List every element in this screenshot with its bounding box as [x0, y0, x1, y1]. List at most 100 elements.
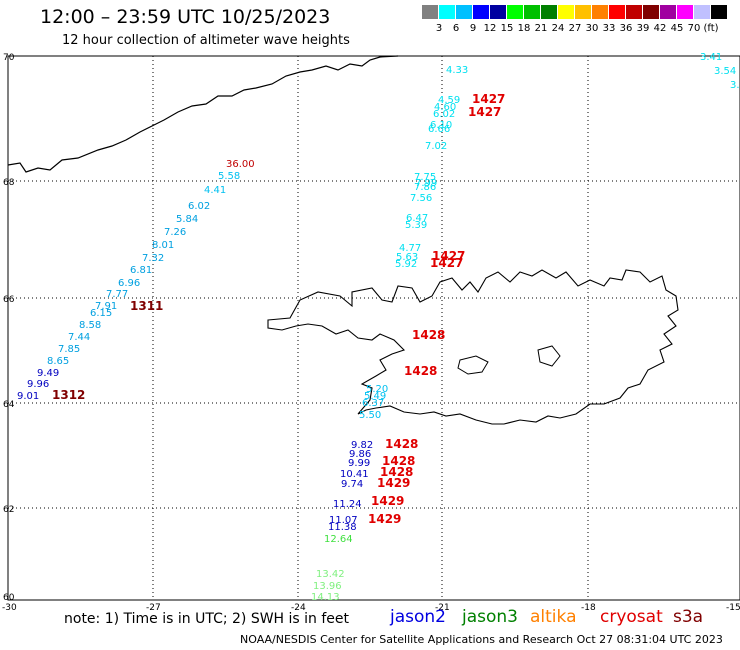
wave-height-value: 6.37 — [362, 398, 384, 409]
scale-swatch — [711, 5, 727, 19]
scale-swatch — [694, 5, 710, 19]
track-time-label: 1427 — [472, 92, 505, 106]
scale-swatch — [660, 5, 676, 19]
wave-height-value: 13.96 — [313, 581, 342, 592]
scale-label: 9 — [469, 23, 477, 34]
wave-height-value: 4.59 — [438, 95, 460, 106]
legend-s3a: s3a — [673, 607, 704, 627]
track-time-label: 1311 — [130, 299, 163, 313]
wave-height-value: 6.15 — [90, 308, 112, 319]
wave-height-value: 9.49 — [37, 368, 59, 379]
map-frame — [7, 55, 740, 601]
wave-height-value: 11.07 — [329, 515, 358, 526]
scale-swatch — [643, 5, 659, 19]
legend-jason3: jason3 — [462, 607, 518, 627]
wave-height-value: 14.13 — [311, 592, 340, 603]
wave-height-value: 36.00 — [226, 159, 255, 170]
wave-height-value: 3.54 — [714, 66, 736, 77]
lon-label: -24 — [291, 603, 306, 613]
track-time-label: 1312 — [52, 388, 85, 402]
scale-swatch — [575, 5, 591, 19]
scale-swatch — [541, 5, 557, 19]
wave-height-value: 6.66 — [428, 124, 450, 135]
wave-height-value: 7.02 — [425, 141, 447, 152]
wave-height-value: 4.77 — [399, 243, 421, 254]
iceland-coastline — [267, 269, 679, 425]
wave-height-value: 7.56 — [410, 193, 432, 204]
scale-label: 33 — [602, 23, 616, 34]
greenland-coastline — [7, 55, 399, 173]
lon-label: -27 — [146, 603, 161, 613]
scale-swatch — [592, 5, 608, 19]
scale-swatch — [422, 5, 438, 19]
scale-swatch — [439, 5, 455, 19]
wave-height-value: 5.58 — [218, 171, 240, 182]
wave-height-value: 7.26 — [164, 227, 186, 238]
track-time-label: 1428 — [385, 437, 418, 451]
wave-height-value: 6.02 — [433, 109, 455, 120]
track-time-label: 1429 — [377, 476, 410, 490]
scale-swatch — [524, 5, 540, 19]
wave-height-value: 7.32 — [142, 253, 164, 264]
scale-label: 21 — [534, 23, 548, 34]
wave-height-value: 11.24 — [333, 499, 362, 510]
note-text: note: 1) Time is in UTC; 2) SWH is in fe… — [64, 611, 350, 627]
track-time-label: 1428 — [380, 465, 413, 479]
scale-label: 15 — [500, 23, 514, 34]
wave-height-value: 7.91 — [95, 301, 117, 312]
scale-label: 27 — [568, 23, 582, 34]
wave-height-value: 9.96 — [27, 379, 49, 390]
wave-height-value: 9.99 — [348, 458, 370, 469]
track-time-label: 1428 — [412, 328, 445, 342]
scale-swatch — [558, 5, 574, 19]
lat-label: 64 — [3, 400, 15, 410]
wave-height-value: 10.41 — [340, 469, 369, 480]
scale-swatch — [677, 5, 693, 19]
wave-height-value: 7.86 — [414, 182, 436, 193]
wave-height-value: 7.99 — [415, 178, 437, 189]
page-subtitle: 12 hour collection of altimeter wave hei… — [62, 33, 350, 48]
scale-swatch — [626, 5, 642, 19]
scale-label: 42 — [653, 23, 667, 34]
lon-label: -15 — [726, 603, 740, 613]
wave-height-value: 9.01 — [17, 391, 39, 402]
wave-height-value: 4.41 — [204, 185, 226, 196]
footer-credit: NOAA/NESDIS Center for Satellite Applica… — [240, 633, 723, 646]
track-time-label: 1427 — [468, 105, 501, 119]
wave-height-value: 5.84 — [176, 214, 198, 225]
wave-height-value: 7.75 — [414, 172, 436, 183]
wave-height-value: 4.60 — [434, 102, 456, 113]
track-time-label: 1429 — [371, 494, 404, 508]
scale-label: 6 — [452, 23, 460, 34]
lon-label: -30 — [2, 603, 17, 613]
scale-swatch — [456, 5, 472, 19]
track-time-label: 1427 — [432, 249, 465, 263]
wave-height-value: 5.20 — [366, 384, 388, 395]
wave-height-value: 12.64 — [324, 534, 353, 545]
lat-label: 60 — [3, 593, 15, 603]
lon-label: -21 — [435, 603, 450, 613]
wave-height-value: 9.86 — [349, 449, 371, 460]
scale-label: 3 — [435, 23, 443, 34]
legend-cryosat: cryosat — [600, 607, 663, 627]
wave-height-value: 9.74 — [341, 479, 363, 490]
iceland-inner-lake — [457, 355, 489, 375]
wave-height-value: 7.85 — [58, 344, 80, 355]
lat-label: 68 — [3, 178, 15, 188]
wave-height-value: 8.01 — [152, 240, 174, 251]
scale-label: 39 — [636, 23, 650, 34]
scale-label: 45 — [670, 23, 684, 34]
scale-label: 36 — [619, 23, 633, 34]
wave-height-value: 8.65 — [47, 356, 69, 367]
lat-label: 70 — [3, 53, 15, 63]
wave-height-value: 3. — [730, 80, 740, 91]
scale-label: 70 — [687, 23, 701, 34]
scale-label: 30 — [585, 23, 599, 34]
track-time-label: 1428 — [404, 364, 437, 378]
scale-label: 12 — [483, 23, 497, 34]
legend-jason2: jason2 — [390, 607, 446, 627]
scale-swatch — [490, 5, 506, 19]
wave-height-value: 5.39 — [405, 220, 427, 231]
scale-swatch — [507, 5, 523, 19]
